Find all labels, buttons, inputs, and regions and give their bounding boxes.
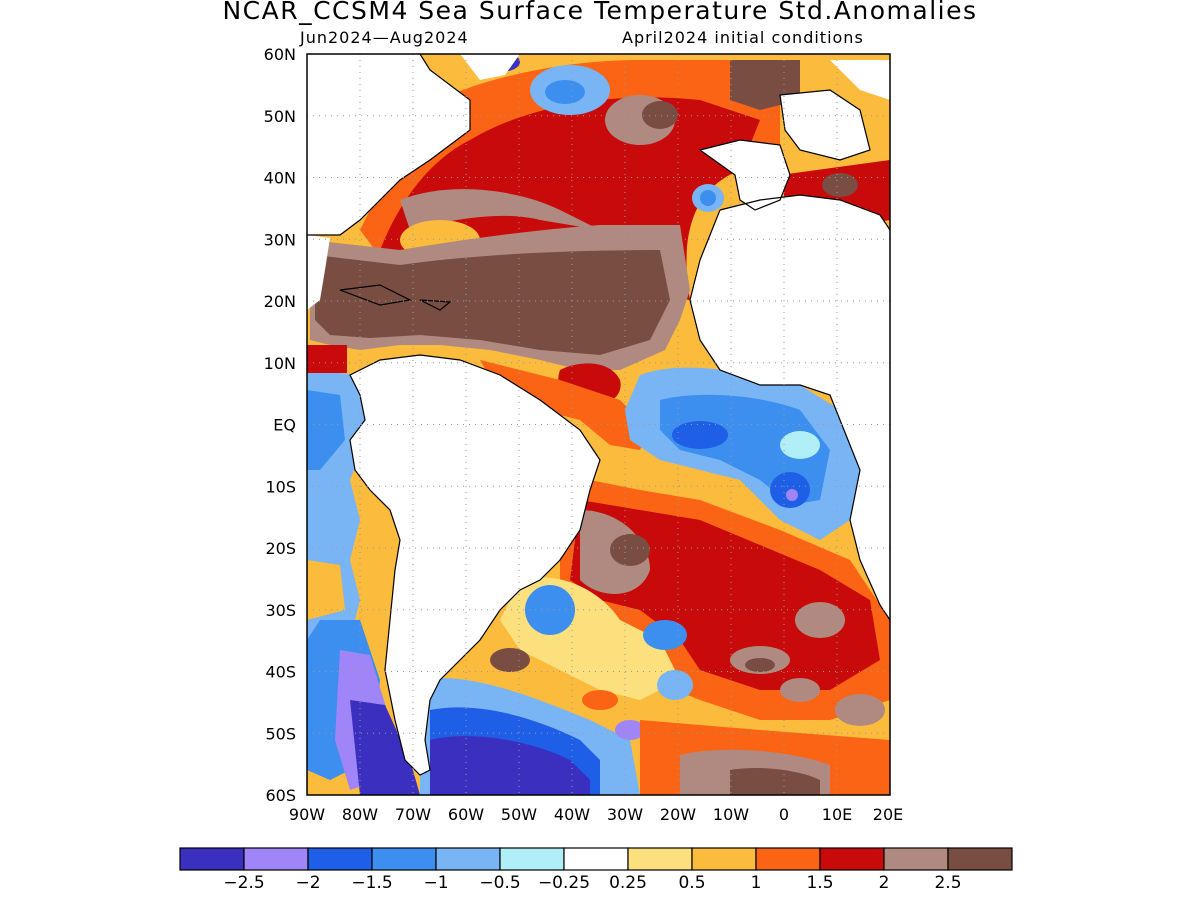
lon-label: 70W: [395, 805, 431, 824]
lat-label: EQ: [273, 416, 296, 435]
colorbar-label: −1.5: [351, 873, 392, 893]
lon-label: 80W: [342, 805, 378, 824]
colorbar-swatch: [371, 847, 437, 871]
colorbar-label: 0.25: [609, 873, 647, 893]
latitude-labels: 60N 50N 40N 30N 20N 10N EQ 10S 20S 30S 4…: [264, 45, 296, 805]
lat-label: 40N: [264, 169, 296, 188]
lon-label: 90W: [289, 805, 325, 824]
lat-label: 50S: [265, 724, 296, 743]
lon-label: 0: [779, 805, 789, 824]
lon-label: 20W: [660, 805, 696, 824]
colorbar-label: −0.25: [538, 873, 590, 893]
colorbar-swatch: [883, 847, 949, 871]
lon-label: 10E: [822, 805, 852, 824]
coastlines: [307, 54, 890, 776]
colorbar-swatch: [691, 847, 757, 871]
colorbar-label: 1.5: [806, 873, 833, 893]
colorbar-swatch: [819, 847, 885, 871]
colorbar-swatch: [435, 847, 501, 871]
colorbar-label: −2.5: [223, 873, 264, 893]
map-frame: [306, 53, 891, 796]
colorbar-swatch: [627, 847, 693, 871]
lon-label: 30W: [607, 805, 643, 824]
lon-label: 10W: [713, 805, 749, 824]
colorbar-swatch: [243, 847, 309, 871]
colorbar-label: −2: [295, 873, 320, 893]
colorbar-swatch: [755, 847, 821, 871]
colorbar-label: 1: [751, 873, 762, 893]
lat-label: 20N: [264, 292, 296, 311]
colorbar-label: 0.5: [678, 873, 705, 893]
map-title: NCAR_CCSM4 Sea Surface Temperature Std.A…: [222, 0, 978, 25]
lon-label: 60W: [448, 805, 484, 824]
lat-label: 40S: [265, 663, 296, 682]
colorbar-swatch: [307, 847, 373, 871]
lat-label: 10S: [265, 477, 296, 496]
lat-label: 60N: [264, 45, 296, 64]
colorbar-swatch: [179, 847, 245, 871]
longitude-labels: 90W 80W 70W 60W 50W 40W 30W 20W 10W 0 10…: [289, 805, 903, 824]
colorbar-label: −1: [423, 873, 448, 893]
forecast-period: Jun2024—Aug2024: [300, 28, 469, 47]
initial-conditions: April2024 initial conditions: [622, 28, 864, 47]
lat-label: 10N: [264, 354, 296, 373]
lat-label: 50N: [264, 107, 296, 126]
colorbar-swatch: [563, 847, 629, 871]
colorbar-swatch: [499, 847, 565, 871]
lat-label: 30N: [264, 230, 296, 249]
colorbar-label: 2.5: [934, 873, 961, 893]
lat-label: 30S: [265, 601, 296, 620]
lat-label: 60S: [265, 786, 296, 805]
colorbar-label: 2: [879, 873, 890, 893]
colorbar-label: −0.5: [479, 873, 520, 893]
lon-label: 20E: [873, 805, 903, 824]
colorbar: −2.5 −2 −1.5 −1 −0.5 −0.25 0.25 0.5 1 1.5 2 2.5: [179, 847, 1013, 893]
lon-label: 40W: [554, 805, 590, 824]
colorbar-swatch: [947, 847, 1013, 871]
lon-label: 50W: [501, 805, 537, 824]
lat-label: 20S: [265, 539, 296, 558]
anomaly-field: [307, 54, 890, 795]
